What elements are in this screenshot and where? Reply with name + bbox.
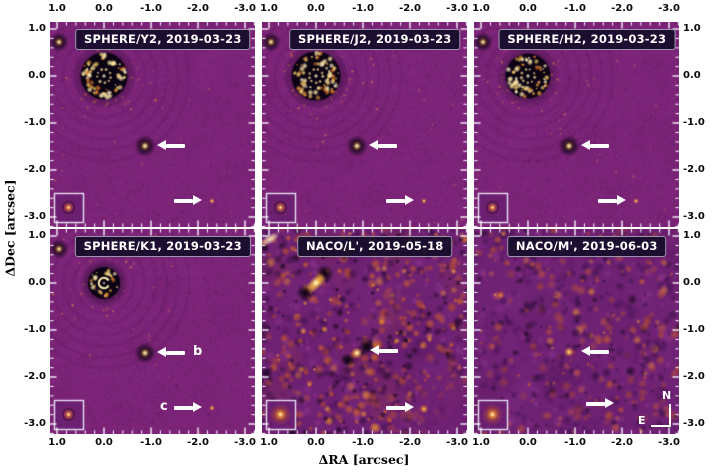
x-tick-label-bottom: 0.0 bbox=[307, 437, 325, 448]
companion-c-arrow bbox=[598, 195, 626, 205]
companion-c-arrow bbox=[174, 195, 202, 205]
x-tick-label-bottom: -2.0 bbox=[187, 437, 209, 448]
x-tick-label-top: 0.0 bbox=[519, 3, 537, 14]
x-tick-label-top: -3.0 bbox=[234, 3, 256, 14]
x-tick-label-top: 0.0 bbox=[307, 3, 325, 14]
x-tick-label-top: -2.0 bbox=[187, 3, 209, 14]
sphere-y2-image bbox=[50, 22, 255, 227]
x-tick-label-bottom: -3.0 bbox=[234, 437, 256, 448]
sphere-k1-image bbox=[50, 229, 255, 434]
panel-naco-l: NACO/L', 2019-05-18 bbox=[262, 229, 467, 434]
y-tick-label-right: -2.0 bbox=[683, 371, 705, 382]
panel-sphere-j2: SPHERE/J2, 2019-03-23 bbox=[262, 22, 467, 227]
y-tick-label-right: 1.0 bbox=[683, 230, 701, 241]
sphere-j2-image bbox=[262, 22, 467, 227]
companion-c-arrow bbox=[174, 402, 202, 412]
x-tick-label-bottom: -2.0 bbox=[611, 437, 633, 448]
y-tick-label-right: -3.0 bbox=[683, 211, 705, 222]
y-tick-label-left: -3.0 bbox=[24, 418, 46, 429]
x-tick-label-top: -1.0 bbox=[352, 3, 374, 14]
companion-b-arrow bbox=[369, 140, 397, 150]
y-tick-label-right: -1.0 bbox=[683, 117, 705, 128]
x-tick-label-bottom: -1.0 bbox=[352, 437, 374, 448]
x-tick-label-bottom: -2.0 bbox=[399, 437, 421, 448]
companion-b-label: b bbox=[193, 344, 203, 359]
naco-l-image bbox=[262, 229, 467, 434]
y-tick-label-left: 1.0 bbox=[28, 230, 46, 241]
x-tick-label-top: 1.0 bbox=[48, 3, 66, 14]
naco-m-image bbox=[474, 229, 679, 434]
panel-sphere-h2: SPHERE/H2, 2019-03-23 bbox=[474, 22, 679, 227]
x-tick-label-bottom: 1.0 bbox=[260, 437, 278, 448]
x-tick-label-top: 1.0 bbox=[260, 3, 278, 14]
y-axis-label: ΔDec [arcsec] bbox=[2, 179, 18, 277]
x-tick-label-bottom: 1.0 bbox=[472, 437, 490, 448]
panel-title: SPHERE/K1, 2019-03-23 bbox=[74, 236, 251, 257]
y-tick-label-left: 0.0 bbox=[28, 277, 46, 288]
companion-c-arrow bbox=[586, 398, 614, 408]
y-tick-label-right: 1.0 bbox=[683, 23, 701, 34]
y-tick-label-left: -2.0 bbox=[24, 164, 46, 175]
x-tick-label-top: 1.0 bbox=[472, 3, 490, 14]
y-tick-label-left: -1.0 bbox=[24, 324, 46, 335]
x-tick-label-top: 0.0 bbox=[95, 3, 113, 14]
x-axis-label: ΔRA [arcsec] bbox=[318, 452, 410, 467]
y-tick-label-left: -2.0 bbox=[24, 371, 46, 382]
x-tick-label-bottom: -3.0 bbox=[446, 437, 468, 448]
x-tick-label-top: -1.0 bbox=[564, 3, 586, 14]
x-tick-label-bottom: 1.0 bbox=[48, 437, 66, 448]
panel-title: SPHERE/Y2, 2019-03-23 bbox=[74, 29, 251, 50]
y-tick-label-right: -1.0 bbox=[683, 324, 705, 335]
companion-b-arrow bbox=[581, 140, 609, 150]
sphere-h2-image bbox=[474, 22, 679, 227]
x-tick-label-bottom: 0.0 bbox=[519, 437, 537, 448]
panel-title: SPHERE/H2, 2019-03-23 bbox=[498, 29, 676, 50]
companion-c-arrow bbox=[386, 402, 414, 412]
companion-c-label: c bbox=[160, 399, 168, 414]
x-tick-label-bottom: 0.0 bbox=[95, 437, 113, 448]
x-tick-label-top: -3.0 bbox=[446, 3, 468, 14]
companion-c-arrow bbox=[386, 195, 414, 205]
panel-naco-m: NACO/M', 2019-06-03 N E bbox=[474, 229, 679, 434]
companion-b-arrow bbox=[370, 345, 398, 355]
y-tick-label-right: -3.0 bbox=[683, 418, 705, 429]
x-tick-label-top: -2.0 bbox=[399, 3, 421, 14]
y-tick-label-right: -2.0 bbox=[683, 164, 705, 175]
y-tick-label-left: -1.0 bbox=[24, 117, 46, 128]
y-tick-label-right: 0.0 bbox=[683, 277, 701, 288]
y-tick-label-left: -3.0 bbox=[24, 211, 46, 222]
companion-b-arrow bbox=[157, 347, 185, 357]
panel-title: SPHERE/J2, 2019-03-23 bbox=[288, 29, 461, 50]
x-tick-label-bottom: -3.0 bbox=[658, 437, 680, 448]
x-tick-label-top: -3.0 bbox=[658, 3, 680, 14]
x-tick-label-bottom: -1.0 bbox=[564, 437, 586, 448]
companion-b-arrow bbox=[581, 346, 609, 356]
panel-sphere-k1: SPHERE/K1, 2019-03-23 b c bbox=[50, 229, 255, 434]
y-tick-label-right: 0.0 bbox=[683, 70, 701, 81]
panel-title: NACO/L', 2019-05-18 bbox=[296, 236, 453, 257]
companion-b-arrow bbox=[157, 140, 185, 150]
y-tick-label-left: 0.0 bbox=[28, 70, 46, 81]
x-tick-label-top: -1.0 bbox=[140, 3, 162, 14]
x-tick-label-top: -2.0 bbox=[611, 3, 633, 14]
panel-sphere-y2: SPHERE/Y2, 2019-03-23 bbox=[50, 22, 255, 227]
y-tick-label-left: 1.0 bbox=[28, 23, 46, 34]
x-tick-label-bottom: -1.0 bbox=[140, 437, 162, 448]
panel-title: NACO/M', 2019-06-03 bbox=[506, 236, 667, 257]
